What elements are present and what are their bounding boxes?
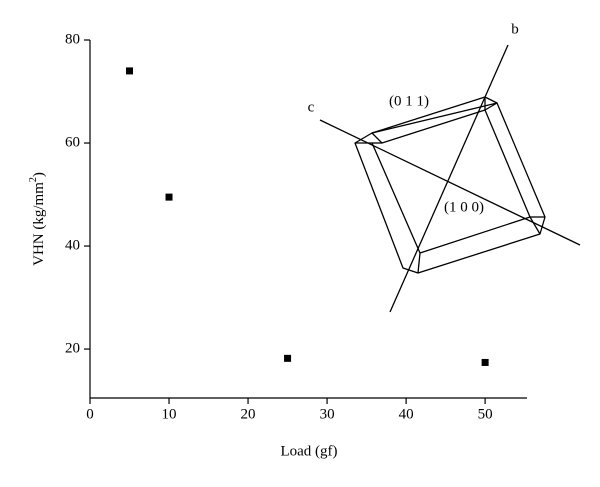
crystal-edge — [419, 216, 531, 254]
data-point — [165, 193, 173, 201]
data-point — [284, 354, 292, 362]
data-point — [126, 67, 134, 75]
y-tick-label: 40 — [65, 237, 80, 253]
crystal-edge — [484, 109, 541, 235]
y-tick-label: 20 — [65, 341, 80, 357]
x-axis-label: Load (gf) — [280, 443, 337, 459]
c-axis-line — [319, 119, 581, 246]
crystal-edge — [355, 142, 421, 274]
y-tick-label: 80 — [65, 31, 80, 47]
b-axis-line — [389, 44, 509, 313]
annotation: (0 1 1) — [389, 93, 429, 109]
annotation: c — [308, 99, 315, 115]
crystal-inset: b c (0 1 1) (1 0 0) — [308, 21, 581, 313]
y-axis-label: VHN (kg/mm2) — [28, 172, 47, 266]
y-tick-label: 60 — [65, 134, 80, 150]
x-tick-label: 30 — [320, 406, 335, 422]
annotation: b — [511, 21, 519, 37]
x-tick-label: 20 — [241, 406, 256, 422]
x-tick-label: 10 — [162, 406, 177, 422]
x-tick-label: 50 — [478, 406, 493, 422]
y-label-text: ) — [31, 172, 47, 177]
x-tick-label: 0 — [86, 406, 94, 422]
x-tick-label: 40 — [399, 406, 414, 422]
data-point — [481, 358, 489, 366]
annotation: (1 0 0) — [444, 199, 484, 215]
y-label-text: VHN (kg/mm — [31, 182, 47, 266]
y-label-superscript: 2 — [28, 177, 39, 182]
